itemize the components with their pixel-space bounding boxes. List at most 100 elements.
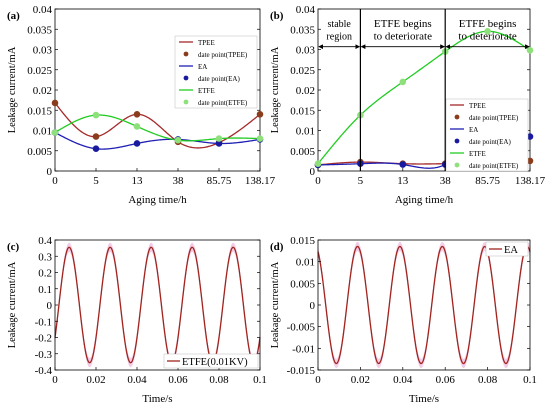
y-tick-label: -0.4 [35, 365, 53, 377]
legend-entry: date point(EA) [198, 75, 240, 83]
data-point-etfe [484, 27, 491, 35]
region-label: to deteriorate [374, 30, 432, 42]
y-tick-label: 0.03 [33, 45, 53, 57]
legend-box [485, 241, 529, 257]
x-tick-label: 13 [397, 175, 409, 187]
y-tick-label: -0.2 [35, 333, 52, 345]
y-tick-label: -0.01 [292, 343, 315, 355]
legend-marker-etfe [454, 162, 460, 168]
legend-entry: ETFE [198, 87, 215, 95]
data-point-tpee [51, 99, 59, 107]
y-tick-label: 0.1 [38, 284, 52, 296]
region-label: to deteriorate [458, 30, 516, 42]
panel-1: (b) 0 0.005 0.01 0.015 0.02 0.025 0.03 0.035 0.04… [270, 4, 546, 206]
y-axis-label: Leakage current/mA [7, 261, 18, 348]
x-tick-label: 0.1 [253, 374, 267, 386]
x-tick-label: 0 [52, 374, 58, 386]
y-tick-label: 0.015 [290, 235, 315, 247]
y-tick-label: 0.025 [27, 65, 52, 77]
x-tick-label: 138.17 [515, 175, 546, 187]
data-point-ea [399, 161, 407, 168]
panel-2: (c) -0.4 -0.3 -0.2 -0.1 0 0.1 0.2 0.3 0.4 Time/s Le… [7, 235, 267, 405]
x-tick-label: 5 [358, 175, 364, 187]
y-tick-label: 0.015 [27, 105, 52, 117]
y-tick-label: 0 [310, 166, 316, 178]
y-tick-label: 0 [47, 166, 53, 178]
legend-entry: date point(EA) [469, 138, 511, 146]
y-tick-label: 0.03 [296, 45, 316, 57]
x-axis-label: Aging time/h [395, 194, 454, 206]
y-tick-label: 0.2 [38, 268, 52, 280]
y-tick-label: 0.015 [290, 105, 315, 117]
y-tick-label: 0.02 [296, 85, 315, 97]
legend-entry: TPEE [469, 102, 486, 110]
data-point-etfe [314, 160, 322, 168]
y-axis-label: Leakage current/mA [7, 46, 18, 133]
panel-0: (a) 0 0.005 0.01 0.015 0.02 0.025 0.03 0.035 0.04… [7, 4, 276, 206]
y-tick-label: 0.04 [296, 4, 316, 16]
y-tick-label: -0.3 [35, 349, 53, 361]
y-tick-label: 0 [47, 300, 53, 312]
y-tick-label: -0.1 [35, 316, 52, 328]
y-axis-label: Leakage current/mA [270, 261, 281, 348]
x-tick-label: 0.04 [127, 374, 147, 386]
x-tick-label: 38 [173, 175, 185, 187]
legend-box [174, 35, 258, 109]
y-tick-label: 0.025 [290, 65, 315, 77]
y-tick-label: 0.02 [33, 85, 52, 97]
plot-frame [317, 239, 531, 371]
legend-marker-etfe [183, 99, 189, 105]
x-tick-label: 0 [315, 175, 321, 187]
panel-label: (c) [7, 241, 20, 253]
data-point-ea [92, 145, 100, 153]
x-tick-label: 0.02 [351, 374, 370, 386]
legend-entry: EA [469, 126, 478, 134]
legend-marker-tpee [183, 51, 189, 57]
x-tick-label: 0.08 [209, 374, 229, 386]
legend-entry: EA [198, 63, 207, 71]
x-tick-label: 0 [52, 175, 58, 187]
legend-entry: EA [504, 245, 518, 256]
data-point-ea [133, 140, 141, 147]
data-point-etfe [526, 47, 534, 54]
y-tick-label: 0.04 [33, 4, 53, 16]
legend-marker-ea [183, 75, 189, 81]
y-tick-label: 0.01 [296, 126, 315, 138]
series-line-tpee [54, 102, 261, 149]
data-point-etfe [174, 136, 182, 144]
x-tick-label: 0.02 [86, 374, 105, 386]
legend-entry: date point(TPEE) [198, 51, 248, 59]
y-tick-label: 0.3 [38, 251, 52, 263]
x-axis-label: Time/s [409, 393, 439, 405]
y-tick-label: 0.035 [290, 24, 315, 36]
legend-marker-ea [454, 138, 460, 144]
x-tick-label: 0.06 [168, 374, 188, 386]
panel-label: (a) [7, 10, 20, 22]
region-label: ETFE begins [459, 18, 517, 30]
y-tick-label: 0.005 [290, 146, 315, 158]
x-tick-label: 0.1 [523, 374, 537, 386]
waveform-line [54, 246, 261, 364]
data-point-etfe [92, 111, 100, 119]
data-point-etfe [399, 78, 407, 86]
data-point-tpee [133, 111, 141, 118]
legend-marker-tpee [454, 114, 460, 120]
panel-label: (d) [270, 241, 284, 253]
x-tick-label: 13 [132, 175, 144, 187]
x-axis-label: Aging time/h [128, 194, 187, 206]
legend-entry: date point(ETFE) [198, 99, 248, 107]
x-tick-label: 0.04 [393, 374, 413, 386]
y-tick-label: 0.4 [38, 235, 52, 247]
y-tick-label: 0.01 [296, 257, 315, 269]
panel-3: (d) -0.015 -0.01 -0.005 0 0.005 0.01 0.015 Time/… [270, 235, 537, 405]
panel-label: (b) [270, 10, 284, 22]
legend-box [163, 353, 259, 369]
series-line-etfe [317, 30, 531, 165]
data-point-etfe [51, 129, 59, 136]
y-axis-label: Leakage current/mA [270, 46, 281, 133]
x-tick-label: 0.06 [436, 374, 456, 386]
y-tick-label: -0.005 [287, 322, 316, 334]
legend-entry: date point(TPEE) [469, 114, 519, 122]
x-tick-label: 38 [440, 175, 452, 187]
